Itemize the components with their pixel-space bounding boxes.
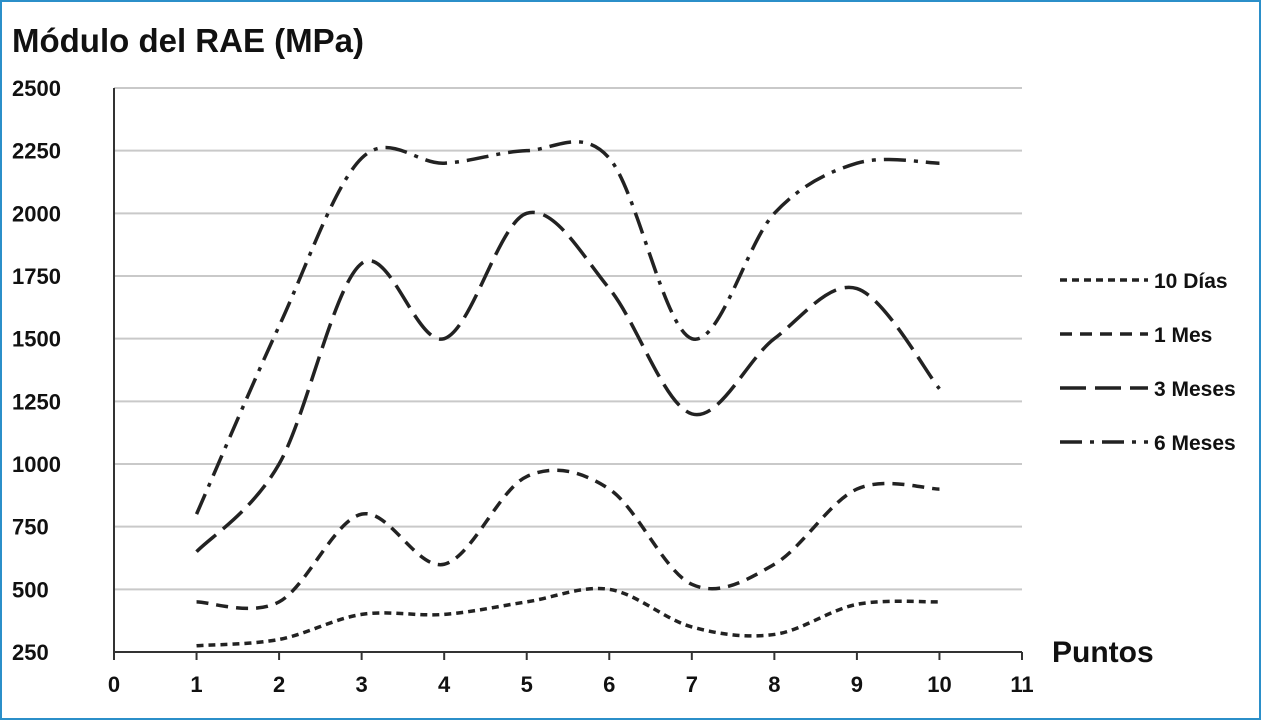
y-tick-label: 250 xyxy=(12,640,49,665)
series-line-1 xyxy=(196,586,940,648)
legend-item: 1 Mes xyxy=(1060,324,1212,347)
series-lines xyxy=(194,140,941,648)
y-tick-label: 2250 xyxy=(12,139,61,164)
y-tick-label: 750 xyxy=(12,515,49,540)
x-axis-label: Puntos xyxy=(1052,636,1154,669)
x-tick-label: 7 xyxy=(686,672,698,697)
series-line-4 xyxy=(194,140,940,515)
y-tick-label: 1500 xyxy=(12,327,61,352)
x-tick-label: 1 xyxy=(190,672,202,697)
y-tick-label: 1000 xyxy=(12,452,61,477)
x-tick-label: 10 xyxy=(927,672,951,697)
x-tick-label: 5 xyxy=(521,672,533,697)
legend-label: 3 Meses xyxy=(1154,378,1236,401)
chart-title: Módulo del RAE (MPa) xyxy=(12,22,364,59)
x-tick-label: 11 xyxy=(1010,672,1033,697)
legend-label: 1 Mes xyxy=(1154,324,1212,347)
x-tick-labels: 0 1 2 3 4 5 6 7 8 9 10 11 xyxy=(108,672,1034,697)
series-line-2 xyxy=(196,468,940,611)
y-tick-label: 2000 xyxy=(12,201,61,226)
axes xyxy=(113,88,1023,660)
legend-item: 6 Meses xyxy=(1060,432,1236,455)
y-tick-label: 2500 xyxy=(12,76,61,101)
y-tick-label: 1750 xyxy=(12,264,61,289)
legend-item: 10 Días xyxy=(1060,270,1228,293)
y-tick-label: 1250 xyxy=(12,389,61,414)
x-tick-label: 0 xyxy=(108,672,120,697)
y-tick-labels: 2500 2250 2000 1750 1500 1250 1000 750 500 250 xyxy=(12,76,61,665)
legend-label: 10 Días xyxy=(1154,270,1228,293)
y-tick-label: 500 xyxy=(12,577,49,602)
grid-lines xyxy=(114,87,1022,591)
legend: 10 Días 1 Mes 3 Meses 6 Meses xyxy=(1060,270,1236,455)
x-tick-label: 2 xyxy=(273,672,285,697)
x-tick-label: 8 xyxy=(768,672,780,697)
x-tick-label: 4 xyxy=(438,672,451,697)
x-tick-label: 6 xyxy=(603,672,615,697)
legend-label: 6 Meses xyxy=(1154,432,1236,455)
x-tick-label: 9 xyxy=(851,672,863,697)
legend-item: 3 Meses xyxy=(1060,378,1236,401)
series-line-3 xyxy=(195,210,941,553)
x-tick-label: 3 xyxy=(356,672,368,697)
